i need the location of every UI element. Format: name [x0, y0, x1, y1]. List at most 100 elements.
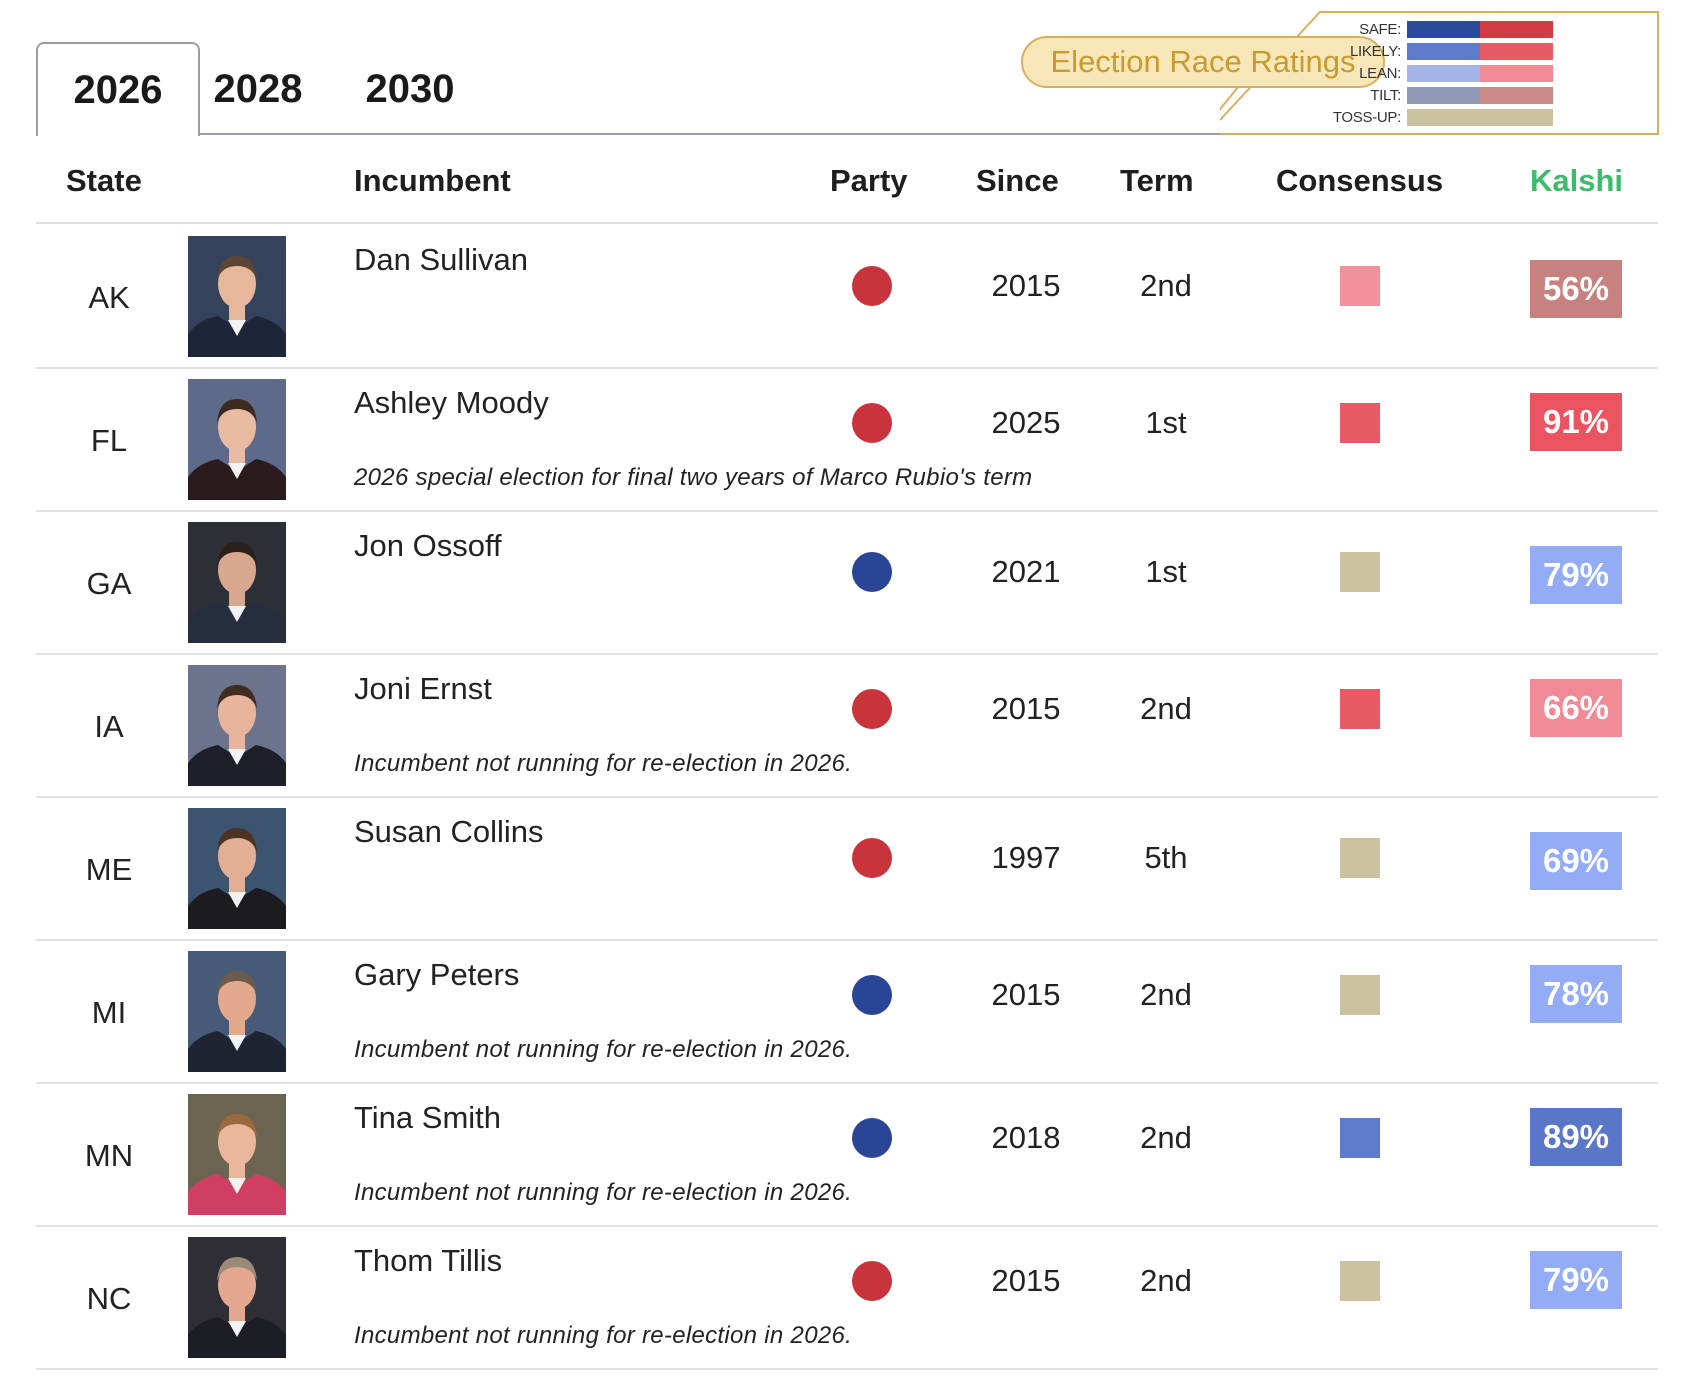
state-code: FL: [90, 422, 128, 458]
consensus-rating-swatch[interactable]: [1340, 689, 1380, 729]
incumbent-note: Incumbent not running for re-election in…: [354, 1036, 853, 1063]
consensus-rating-swatch[interactable]: [1340, 552, 1380, 592]
incumbent-photo: [188, 808, 286, 929]
consensus-rating-swatch[interactable]: [1340, 838, 1380, 878]
table-header: State Incumbent Party Since Term Consens…: [36, 140, 1658, 224]
since-year: 2015: [991, 977, 1061, 1012]
party-dot[interactable]: [852, 1118, 892, 1158]
col-header-term[interactable]: Term: [1120, 163, 1194, 198]
legend-swatch-dem: [1407, 42, 1480, 60]
incumbent-name[interactable]: Dan Sullivan: [354, 242, 529, 277]
kalshi-odds-badge[interactable]: 56%: [1530, 260, 1622, 318]
tab-2026[interactable]: 2026: [36, 42, 200, 136]
state-code: IA: [94, 708, 124, 744]
incumbent-name[interactable]: Gary Peters: [354, 957, 520, 992]
consensus-rating-swatch[interactable]: [1340, 975, 1380, 1015]
legend-row-safe: SAFE:: [1302, 18, 1557, 40]
incumbent-note: 2026 special election for final two year…: [354, 464, 1033, 491]
tab-2028[interactable]: 2028: [213, 66, 303, 111]
legend-row-tossup: TOSS-UP:: [1302, 106, 1557, 128]
legend-label: SAFE:: [1359, 20, 1401, 38]
incumbent-photo: [188, 951, 286, 1072]
col-header-incumbent[interactable]: Incumbent: [354, 163, 511, 198]
party-dot[interactable]: [852, 975, 892, 1015]
party-dot[interactable]: [852, 689, 892, 729]
legend-label: TOSS-UP:: [1332, 108, 1401, 126]
tab-2030[interactable]: 2030: [365, 66, 455, 111]
term-number: 1st: [1145, 554, 1187, 589]
legend-label: LEAN:: [1359, 64, 1401, 82]
since-year: 2015: [991, 691, 1061, 726]
table-row[interactable]: ME Susan Collins 1997 5th 69%: [36, 798, 1658, 941]
legend-swatch-rep: [1480, 86, 1553, 104]
incumbent-name[interactable]: Susan Collins: [354, 814, 544, 849]
table-row[interactable]: GA Jon Ossoff 2021 1st 79%: [36, 512, 1658, 655]
incumbent-photo: [188, 1094, 286, 1215]
legend-row-lean: LEAN:: [1302, 62, 1557, 84]
incumbent-note: Incumbent not running for re-election in…: [354, 750, 853, 777]
legend-swatch-rep: [1480, 42, 1553, 60]
incumbent-name[interactable]: Thom Tillis: [354, 1243, 503, 1278]
term-number: 5th: [1144, 840, 1188, 875]
since-year: 1997: [991, 840, 1061, 875]
table-row[interactable]: MI Gary Peters Incumbent not running for…: [36, 941, 1658, 1084]
kalshi-odds-badge[interactable]: 66%: [1530, 679, 1622, 737]
legend-swatch-dem: [1407, 64, 1480, 82]
incumbent-note: Incumbent not running for re-election in…: [354, 1322, 853, 1349]
incumbent-name[interactable]: Ashley Moody: [354, 385, 549, 420]
incumbent-note: Incumbent not running for re-election in…: [354, 1179, 853, 1206]
col-header-since[interactable]: Since: [976, 163, 1059, 198]
since-year: 2021: [991, 554, 1061, 589]
state-code: MN: [84, 1137, 134, 1173]
incumbent-photo: [188, 1237, 286, 1358]
term-number: 2nd: [1140, 1120, 1192, 1155]
consensus-rating-swatch[interactable]: [1340, 266, 1380, 306]
since-year: 2018: [991, 1120, 1061, 1155]
party-dot[interactable]: [852, 403, 892, 443]
kalshi-odds-badge[interactable]: 79%: [1530, 1251, 1622, 1309]
col-header-party[interactable]: Party: [830, 163, 908, 198]
table-row[interactable]: NC Thom Tillis Incumbent not running for…: [36, 1227, 1658, 1370]
state-code: ME: [85, 851, 133, 887]
legend-swatch-rep: [1480, 64, 1553, 82]
kalshi-odds-badge[interactable]: 91%: [1530, 393, 1622, 451]
consensus-rating-swatch[interactable]: [1340, 1118, 1380, 1158]
table-row[interactable]: FL Ashley Moody 2026 special election fo…: [36, 369, 1658, 512]
incumbent-name[interactable]: Jon Ossoff: [354, 528, 502, 563]
legend-label: LIKELY:: [1350, 42, 1401, 60]
incumbent-name[interactable]: Joni Ernst: [354, 671, 492, 706]
kalshi-odds-badge[interactable]: 69%: [1530, 832, 1622, 890]
party-dot[interactable]: [852, 266, 892, 306]
legend-swatch-dem: [1407, 20, 1480, 38]
col-header-consensus[interactable]: Consensus: [1276, 163, 1444, 198]
since-year: 2015: [991, 1263, 1061, 1298]
table-row[interactable]: MN Tina Smith Incumbent not running for …: [36, 1084, 1658, 1227]
col-header-kalshi[interactable]: Kalshi: [1530, 163, 1624, 198]
term-number: 2nd: [1140, 1263, 1192, 1298]
term-number: 1st: [1145, 405, 1187, 440]
party-dot[interactable]: [852, 838, 892, 878]
term-number: 2nd: [1140, 268, 1192, 303]
state-code: GA: [86, 565, 132, 601]
party-dot[interactable]: [852, 552, 892, 592]
legend-scale: SAFE: LIKELY: LEAN: TILT: TOSS-UP:: [1302, 18, 1557, 128]
col-header-state[interactable]: State: [66, 163, 142, 198]
term-number: 2nd: [1140, 691, 1192, 726]
kalshi-odds-badge[interactable]: 89%: [1530, 1108, 1622, 1166]
consensus-rating-swatch[interactable]: [1340, 403, 1380, 443]
legend-row-likely: LIKELY:: [1302, 40, 1557, 62]
party-dot[interactable]: [852, 1261, 892, 1301]
kalshi-odds-badge[interactable]: 78%: [1530, 965, 1622, 1023]
state-code: NC: [86, 1280, 132, 1316]
legend-row-tilt: TILT:: [1302, 84, 1557, 106]
year-tabs: 2026 2028 2030: [36, 0, 1658, 136]
kalshi-odds-badge[interactable]: 79%: [1530, 546, 1622, 604]
legend-title: Election Race Ratings: [1021, 36, 1385, 88]
consensus-rating-swatch[interactable]: [1340, 1261, 1380, 1301]
incumbent-photo: [188, 665, 286, 786]
table-row[interactable]: AK Dan Sullivan 2015 2nd 56%: [36, 226, 1658, 369]
since-year: 2025: [991, 405, 1061, 440]
table-row[interactable]: IA Joni Ernst Incumbent not running for …: [36, 655, 1658, 798]
incumbent-name[interactable]: Tina Smith: [354, 1100, 502, 1135]
